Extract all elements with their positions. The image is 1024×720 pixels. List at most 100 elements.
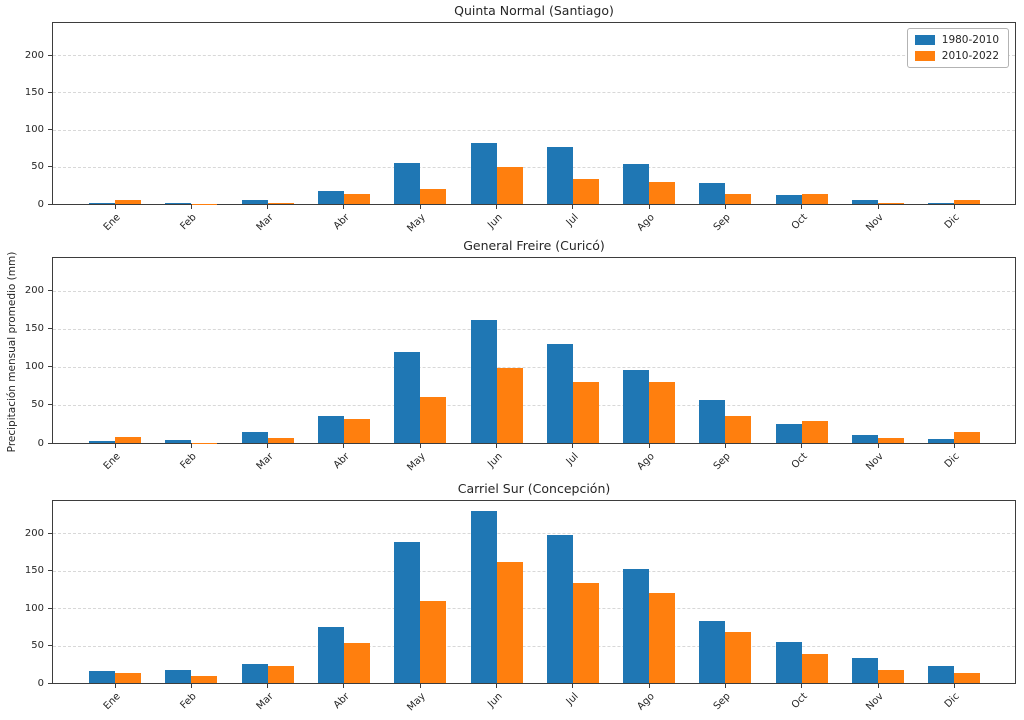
x-tick-mark (724, 683, 726, 688)
bar-2010-2022 (649, 593, 676, 683)
bar-1980-2010 (623, 569, 650, 683)
bar-1980-2010 (470, 142, 497, 204)
x-tick-mark (114, 204, 116, 209)
x-tick-mark (190, 683, 192, 688)
x-tick-mark (419, 443, 421, 448)
bar-2010-2022 (267, 203, 294, 204)
bar-1980-2010 (852, 199, 878, 204)
x-tick-mark (953, 683, 955, 688)
bar-1980-2010 (623, 369, 650, 443)
bar-1980-2010 (394, 163, 421, 204)
subplot-title: General Freire (Curicó) (463, 238, 605, 253)
x-tick-label: Feb (178, 691, 200, 712)
bar-1980-2010 (470, 510, 497, 683)
bar-1980-2010 (699, 620, 726, 683)
x-tick-label: Ago (635, 691, 657, 713)
x-tick-mark (190, 443, 192, 448)
gridline (53, 92, 1015, 94)
x-tick-mark (648, 443, 650, 448)
bar-1980-2010 (928, 202, 955, 204)
bar-1980-2010 (775, 641, 802, 683)
x-tick-mark (953, 204, 955, 209)
bar-1980-2010 (317, 415, 344, 443)
y-axis-label: Precipitación mensual promedio (mm) (6, 251, 18, 453)
y-tick-mark (48, 203, 52, 205)
x-tick-mark (572, 204, 574, 209)
bar-2010-2022 (801, 194, 828, 204)
x-tick-mark (496, 443, 497, 448)
y-tick-mark (48, 682, 52, 684)
bar-1980-2010 (89, 671, 115, 683)
bar-1980-2010 (317, 191, 344, 204)
gridline (53, 570, 1015, 572)
x-tick-label: Sep (712, 691, 734, 713)
x-tick-mark (877, 443, 879, 448)
x-tick-mark (801, 443, 803, 448)
legend-swatch-blue (914, 35, 935, 45)
x-tick-mark (419, 204, 421, 209)
bar-2010-2022 (420, 396, 447, 443)
y-tick-mark (48, 328, 52, 330)
bar-1980-2010 (470, 319, 497, 443)
bar-2010-2022 (496, 367, 523, 443)
y-tick-mark (48, 166, 52, 168)
bar-1980-2010 (241, 432, 268, 443)
bar-2010-2022 (343, 419, 370, 443)
x-tick-mark (572, 683, 574, 688)
y-tick-label: 150 (24, 86, 44, 98)
bar-2010-2022 (496, 562, 523, 683)
bar-1980-2010 (241, 663, 268, 683)
x-tick-mark (343, 683, 345, 688)
legend-swatch-orange (914, 51, 935, 61)
bar-2010-2022 (115, 673, 141, 683)
bar-1980-2010 (928, 439, 955, 443)
x-tick-mark (648, 683, 650, 688)
y-tick-label: 200 (24, 285, 44, 297)
bar-2010-2022 (572, 583, 599, 683)
x-tick-label: Mar (254, 691, 276, 713)
gridline (53, 328, 1015, 330)
x-tick-mark (572, 443, 574, 448)
y-tick-mark (48, 366, 52, 368)
y-tick-label: 200 (24, 49, 44, 61)
bar-1980-2010 (89, 440, 115, 443)
gridline (53, 645, 1015, 647)
bar-1980-2010 (165, 669, 192, 683)
y-tick-label: 100 (24, 602, 44, 614)
subplot-title: Quinta Normal (Santiago) (454, 3, 614, 18)
bar-1980-2010 (699, 400, 726, 443)
x-tick-mark (801, 683, 803, 688)
x-tick-mark (877, 204, 879, 209)
x-tick-label: May (405, 691, 428, 714)
subplot-title: Carriel Sur (Concepción) (457, 481, 611, 496)
x-tick-label: Jul (564, 691, 581, 708)
y-tick-label: 100 (24, 361, 44, 373)
bar-1980-2010 (546, 344, 573, 443)
x-tick-mark (801, 204, 803, 209)
bar-1980-2010 (546, 147, 573, 204)
y-tick-label: 50 (31, 161, 44, 173)
bar-2010-2022 (649, 182, 676, 204)
legend: 1980-2010 2010-2022 (906, 28, 1009, 68)
x-tick-mark (267, 204, 269, 209)
bar-2010-2022 (267, 665, 294, 683)
legend-label: 1980-2010 (941, 34, 999, 46)
x-tick-mark (343, 443, 345, 448)
x-tick-mark (114, 683, 116, 688)
x-tick-label: Jun (485, 691, 505, 710)
y-tick-label: 0 (37, 198, 44, 210)
y-tick-mark (48, 645, 52, 647)
y-tick-mark (48, 442, 52, 444)
y-tick-label: 50 (31, 399, 44, 411)
bar-1980-2010 (317, 626, 344, 683)
bar-2010-2022 (420, 189, 447, 204)
y-tick-mark (48, 54, 52, 56)
bar-2010-2022 (191, 675, 218, 683)
y-tick-mark (48, 532, 52, 534)
bar-2010-2022 (954, 673, 981, 683)
x-tick-mark (953, 443, 955, 448)
bar-2010-2022 (115, 200, 141, 204)
y-tick-label: 50 (31, 640, 44, 652)
gridline (53, 166, 1015, 168)
